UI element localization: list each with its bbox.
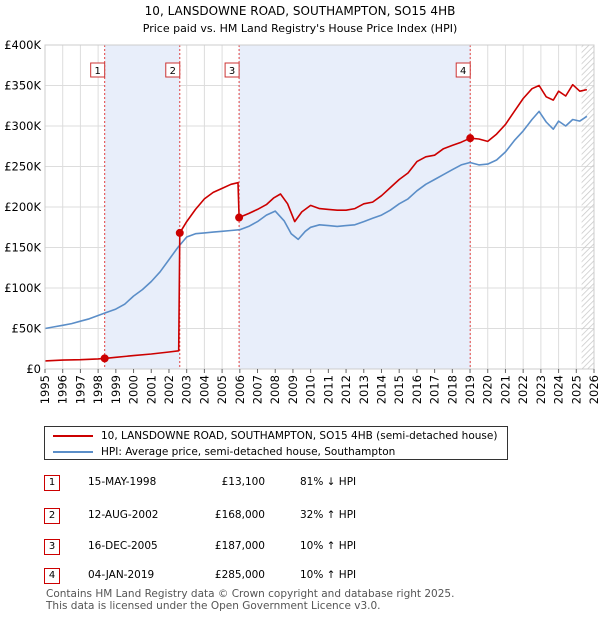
legend-item-hpi: HPI: Average price, semi-detached house,… bbox=[53, 444, 395, 460]
x-tick-label: 2012 bbox=[339, 375, 353, 404]
x-tick-label: 1999 bbox=[109, 375, 123, 404]
x-tick-label: 2025 bbox=[569, 375, 583, 404]
legend: 10, LANSDOWNE ROAD, SOUTHAMPTON, SO15 4H… bbox=[44, 426, 508, 460]
sale-price: £285,000 bbox=[214, 569, 265, 581]
legend-swatch-hpi bbox=[53, 451, 93, 453]
x-tick-label: 2004 bbox=[197, 375, 211, 404]
sale-label: 3 bbox=[229, 66, 235, 77]
y-tick-label: £300K bbox=[4, 119, 41, 133]
sale-number-badge: 2 bbox=[44, 508, 60, 524]
sale-price: £187,000 bbox=[214, 540, 265, 552]
sale-date: 12-AUG-2002 bbox=[88, 509, 159, 521]
sale-label: 1 bbox=[94, 66, 100, 77]
x-tick-label: 2002 bbox=[162, 375, 176, 404]
x-tick-label: 2011 bbox=[321, 375, 335, 404]
y-tick-label: £200K bbox=[4, 200, 41, 214]
sale-hpi-diff: 32% ↑ HPI bbox=[300, 509, 357, 521]
x-tick-label: 2015 bbox=[392, 375, 406, 404]
sale-point bbox=[175, 228, 184, 237]
sale-label: 2 bbox=[170, 66, 176, 77]
x-tick-label: 2017 bbox=[428, 375, 442, 404]
hpi-line bbox=[44, 110, 588, 330]
x-tick-label: 2009 bbox=[286, 375, 300, 404]
legend-label-hpi: HPI: Average price, semi-detached house,… bbox=[101, 446, 396, 458]
x-tick-label: 2006 bbox=[233, 375, 247, 404]
x-tick-label: 2013 bbox=[357, 375, 371, 404]
shaded-period bbox=[104, 45, 180, 369]
x-tick-label: 2021 bbox=[498, 375, 512, 404]
sale-hpi-diff: 10% ↑ HPI bbox=[300, 569, 357, 581]
sale-date: 04-JAN-2019 bbox=[88, 569, 155, 581]
sale-label-box bbox=[165, 62, 181, 78]
x-tick-label: 2000 bbox=[127, 375, 141, 404]
sale-point bbox=[466, 134, 475, 143]
sale-price: £13,100 bbox=[221, 476, 265, 488]
x-tick-label: 2008 bbox=[268, 375, 282, 404]
table-row: 2 12-AUG-2002 £168,000 32% ↑ HPI bbox=[44, 507, 444, 525]
x-tick-label: 1996 bbox=[56, 375, 70, 404]
sale-label-box bbox=[224, 62, 240, 78]
sale-point bbox=[100, 354, 109, 363]
x-tick-label: 2003 bbox=[180, 375, 194, 404]
x-tick-label: 2023 bbox=[534, 375, 548, 404]
y-tick-label: £150K bbox=[4, 241, 41, 255]
x-tick-label: 2022 bbox=[516, 375, 530, 404]
x-tick-label: 1995 bbox=[38, 375, 52, 404]
shaded-period bbox=[239, 45, 471, 369]
sale-date: 16-DEC-2005 bbox=[88, 540, 158, 552]
sale-label-box bbox=[90, 62, 106, 78]
x-tick-label: 1998 bbox=[91, 375, 105, 404]
footer-copyright: Contains HM Land Registry data © Crown c… bbox=[46, 588, 455, 600]
sale-hpi-diff: 10% ↑ HPI bbox=[300, 540, 357, 552]
legend-item-property: 10, LANSDOWNE ROAD, SOUTHAMPTON, SO15 4H… bbox=[53, 428, 497, 444]
chart-subtitle: Price paid vs. HM Land Registry's House … bbox=[143, 22, 458, 35]
sale-label: 4 bbox=[460, 66, 466, 77]
x-tick-label: 2018 bbox=[445, 375, 459, 404]
table-row: 1 15-MAY-1998 £13,100 81% ↓ HPI bbox=[44, 474, 444, 492]
sale-hpi-diff: 81% ↓ HPI bbox=[300, 476, 357, 488]
sale-label-box bbox=[455, 62, 471, 78]
sale-number-badge: 4 bbox=[44, 568, 60, 584]
forecast-region bbox=[581, 45, 594, 369]
sale-price: £168,000 bbox=[214, 509, 265, 521]
x-tick-label: 2019 bbox=[463, 375, 477, 404]
table-row: 4 04-JAN-2019 £285,000 10% ↑ HPI bbox=[44, 567, 444, 585]
sale-number-badge: 1 bbox=[44, 475, 60, 491]
x-tick-label: 2005 bbox=[215, 375, 229, 404]
x-tick-label: 2010 bbox=[304, 375, 318, 404]
sale-point bbox=[235, 213, 244, 222]
x-tick-label: 2007 bbox=[251, 375, 265, 404]
y-tick-label: £50K bbox=[12, 322, 42, 336]
legend-label-property: 10, LANSDOWNE ROAD, SOUTHAMPTON, SO15 4H… bbox=[101, 430, 498, 442]
plot-frame bbox=[44, 44, 595, 370]
legend-swatch-property bbox=[53, 435, 93, 437]
x-tick-label: 2026 bbox=[587, 375, 600, 404]
x-tick-label: 2001 bbox=[144, 375, 158, 404]
sale-number-badge: 3 bbox=[44, 539, 60, 555]
footer-licence: This data is licensed under the Open Gov… bbox=[46, 600, 381, 612]
x-tick-label: 1997 bbox=[73, 375, 87, 404]
chart-title: 10, LANSDOWNE ROAD, SOUTHAMPTON, SO15 4H… bbox=[145, 4, 456, 18]
price-chart: 10, LANSDOWNE ROAD, SOUTHAMPTON, SO15 4H… bbox=[4, 4, 600, 404]
y-tick-label: £250K bbox=[4, 160, 41, 174]
y-tick-label: £350K bbox=[4, 79, 41, 93]
sale-date: 15-MAY-1998 bbox=[88, 476, 157, 488]
x-tick-label: 2020 bbox=[481, 375, 495, 404]
x-tick-label: 2016 bbox=[410, 375, 424, 404]
x-tick-label: 2014 bbox=[374, 375, 388, 404]
x-tick-label: 2024 bbox=[552, 375, 566, 404]
y-tick-label: £100K bbox=[4, 281, 41, 295]
y-tick-label: £400K bbox=[4, 38, 41, 52]
y-tick-label: £0 bbox=[26, 362, 41, 376]
footer: Contains HM Land Registry data © Crown c… bbox=[46, 588, 454, 612]
table-row: 3 16-DEC-2005 £187,000 10% ↑ HPI bbox=[44, 538, 444, 556]
